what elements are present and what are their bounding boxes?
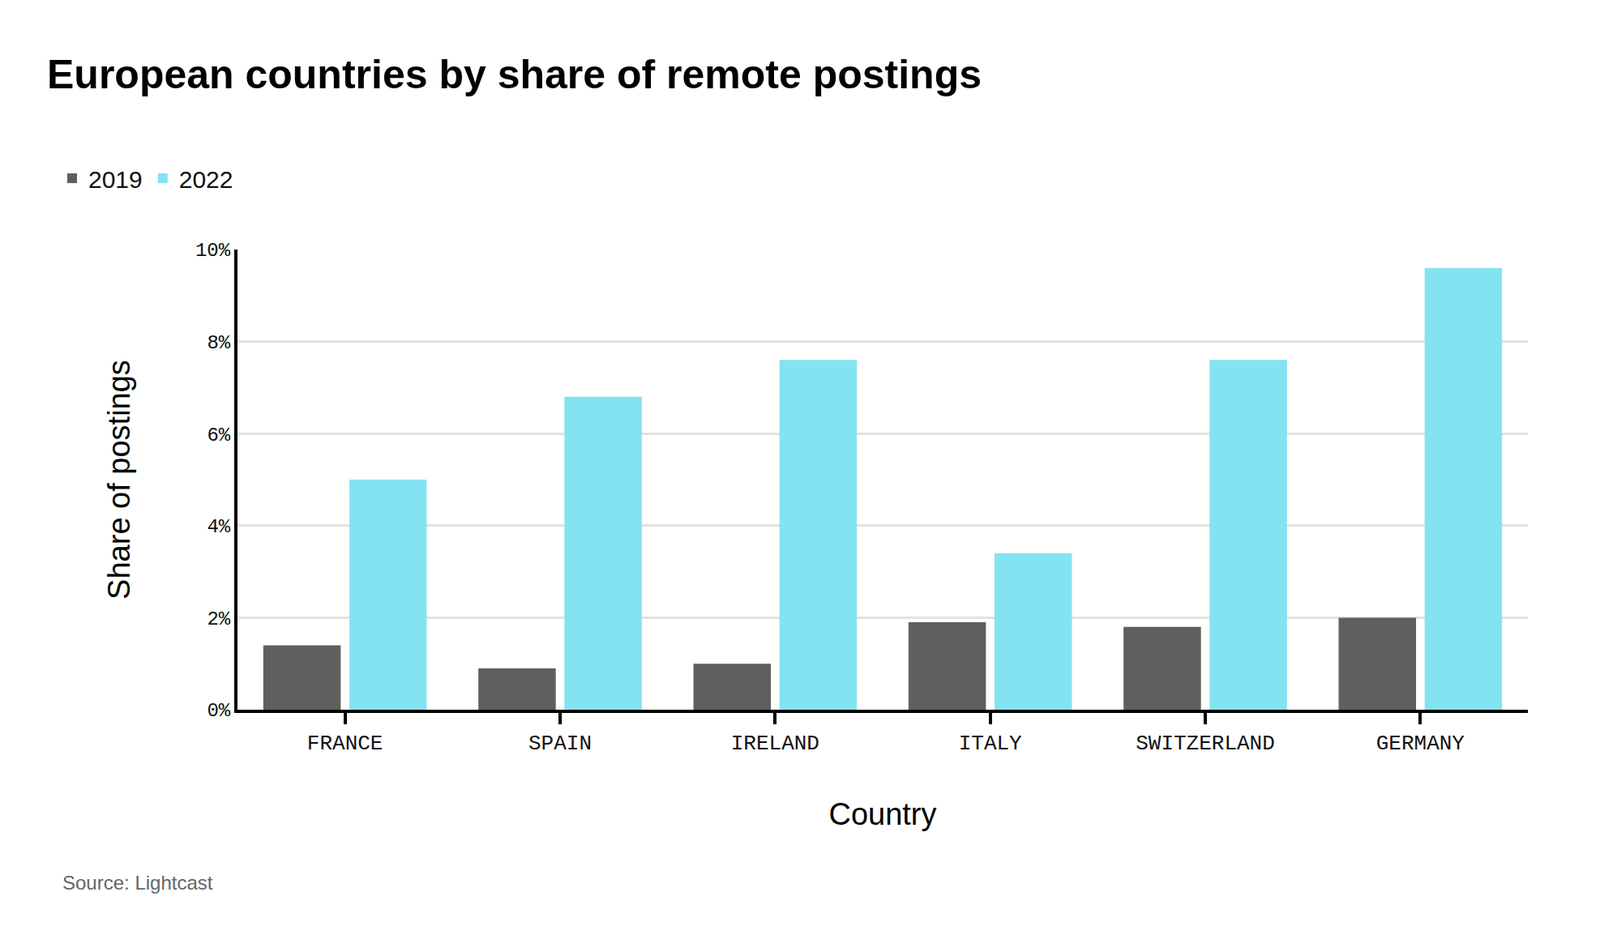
svg-text:Country: Country: [828, 797, 937, 832]
svg-text:SWITZERLAND: SWITZERLAND: [1135, 731, 1275, 757]
svg-text:ITALY: ITALY: [958, 731, 1023, 757]
svg-text:10%: 10%: [195, 239, 232, 262]
svg-text:Share of postings: Share of postings: [102, 359, 137, 600]
svg-text:European countries by share of: European countries by share of remote po…: [47, 51, 982, 98]
svg-text:0%: 0%: [206, 700, 231, 723]
svg-text:4%: 4%: [206, 516, 231, 539]
svg-text:GERMANY: GERMANY: [1376, 731, 1466, 757]
svg-text:Source: Lightcast: Source: Lightcast: [62, 872, 214, 895]
svg-text:6%: 6%: [206, 424, 231, 447]
svg-text:8%: 8%: [206, 332, 231, 355]
svg-text:IRELAND: IRELAND: [731, 731, 820, 757]
svg-text:2%: 2%: [206, 608, 231, 631]
svg-text:2019: 2019: [88, 166, 143, 193]
svg-text:2022: 2022: [179, 166, 234, 193]
svg-text:FRANCE: FRANCE: [307, 731, 384, 757]
svg-text:SPAIN: SPAIN: [528, 731, 592, 757]
